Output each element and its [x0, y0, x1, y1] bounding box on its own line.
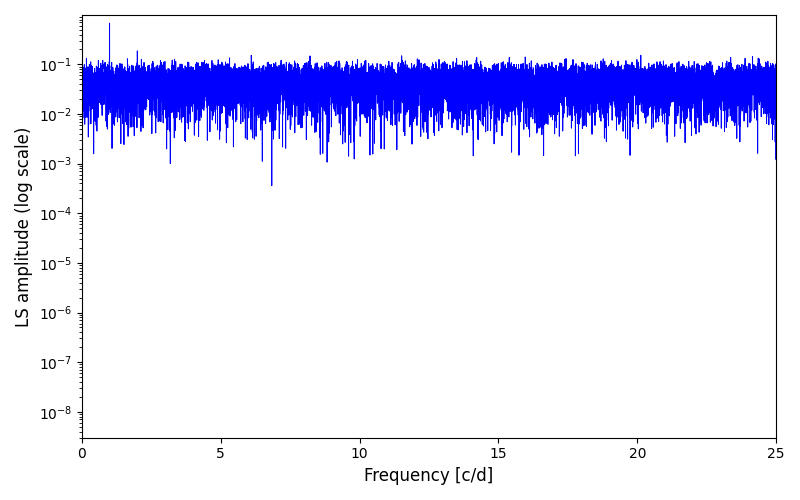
X-axis label: Frequency [c/d]: Frequency [c/d] — [364, 467, 494, 485]
Y-axis label: LS amplitude (log scale): LS amplitude (log scale) — [15, 126, 33, 326]
